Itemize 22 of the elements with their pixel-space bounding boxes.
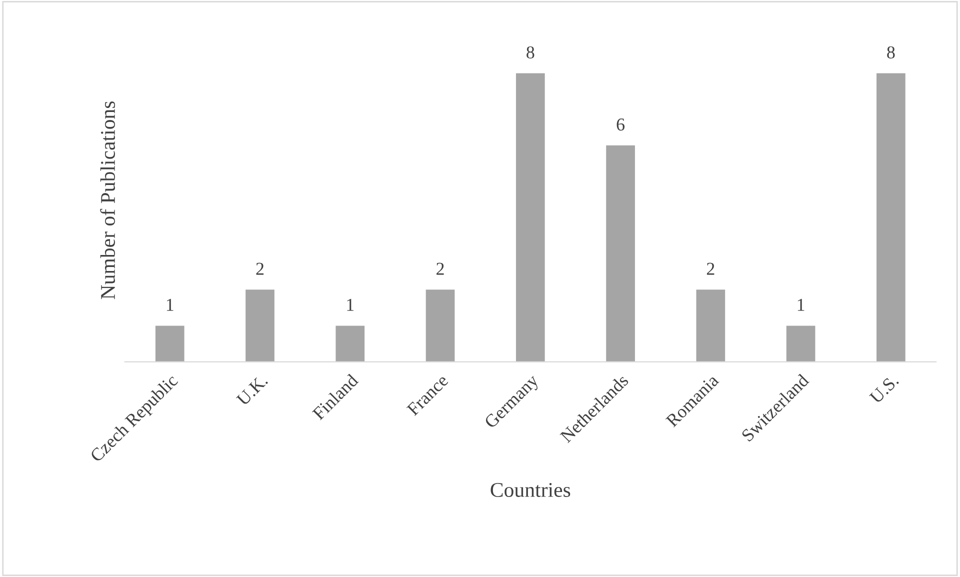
bar (155, 326, 184, 362)
data-label: 2 (706, 262, 714, 275)
x-axis-title: Countries (490, 482, 570, 497)
bar (336, 326, 365, 362)
bar (696, 290, 726, 362)
data-label: 8 (887, 46, 895, 58)
bar (876, 73, 906, 362)
data-label: 2 (436, 262, 444, 275)
x-tick-label: U.K. (236, 374, 268, 406)
bar (786, 326, 816, 362)
bar (606, 145, 635, 362)
data-label: 1 (166, 298, 174, 311)
data-label: 8 (526, 46, 534, 58)
bar (426, 290, 455, 362)
y-axis-title: Number of Publications (100, 101, 116, 300)
data-label: 2 (256, 262, 264, 275)
data-label: 6 (616, 118, 625, 131)
bar (246, 290, 274, 362)
bar (516, 73, 545, 362)
x-tick-label: U.S. (868, 374, 900, 404)
data-label: 1 (347, 298, 354, 311)
data-label: 1 (798, 298, 804, 311)
